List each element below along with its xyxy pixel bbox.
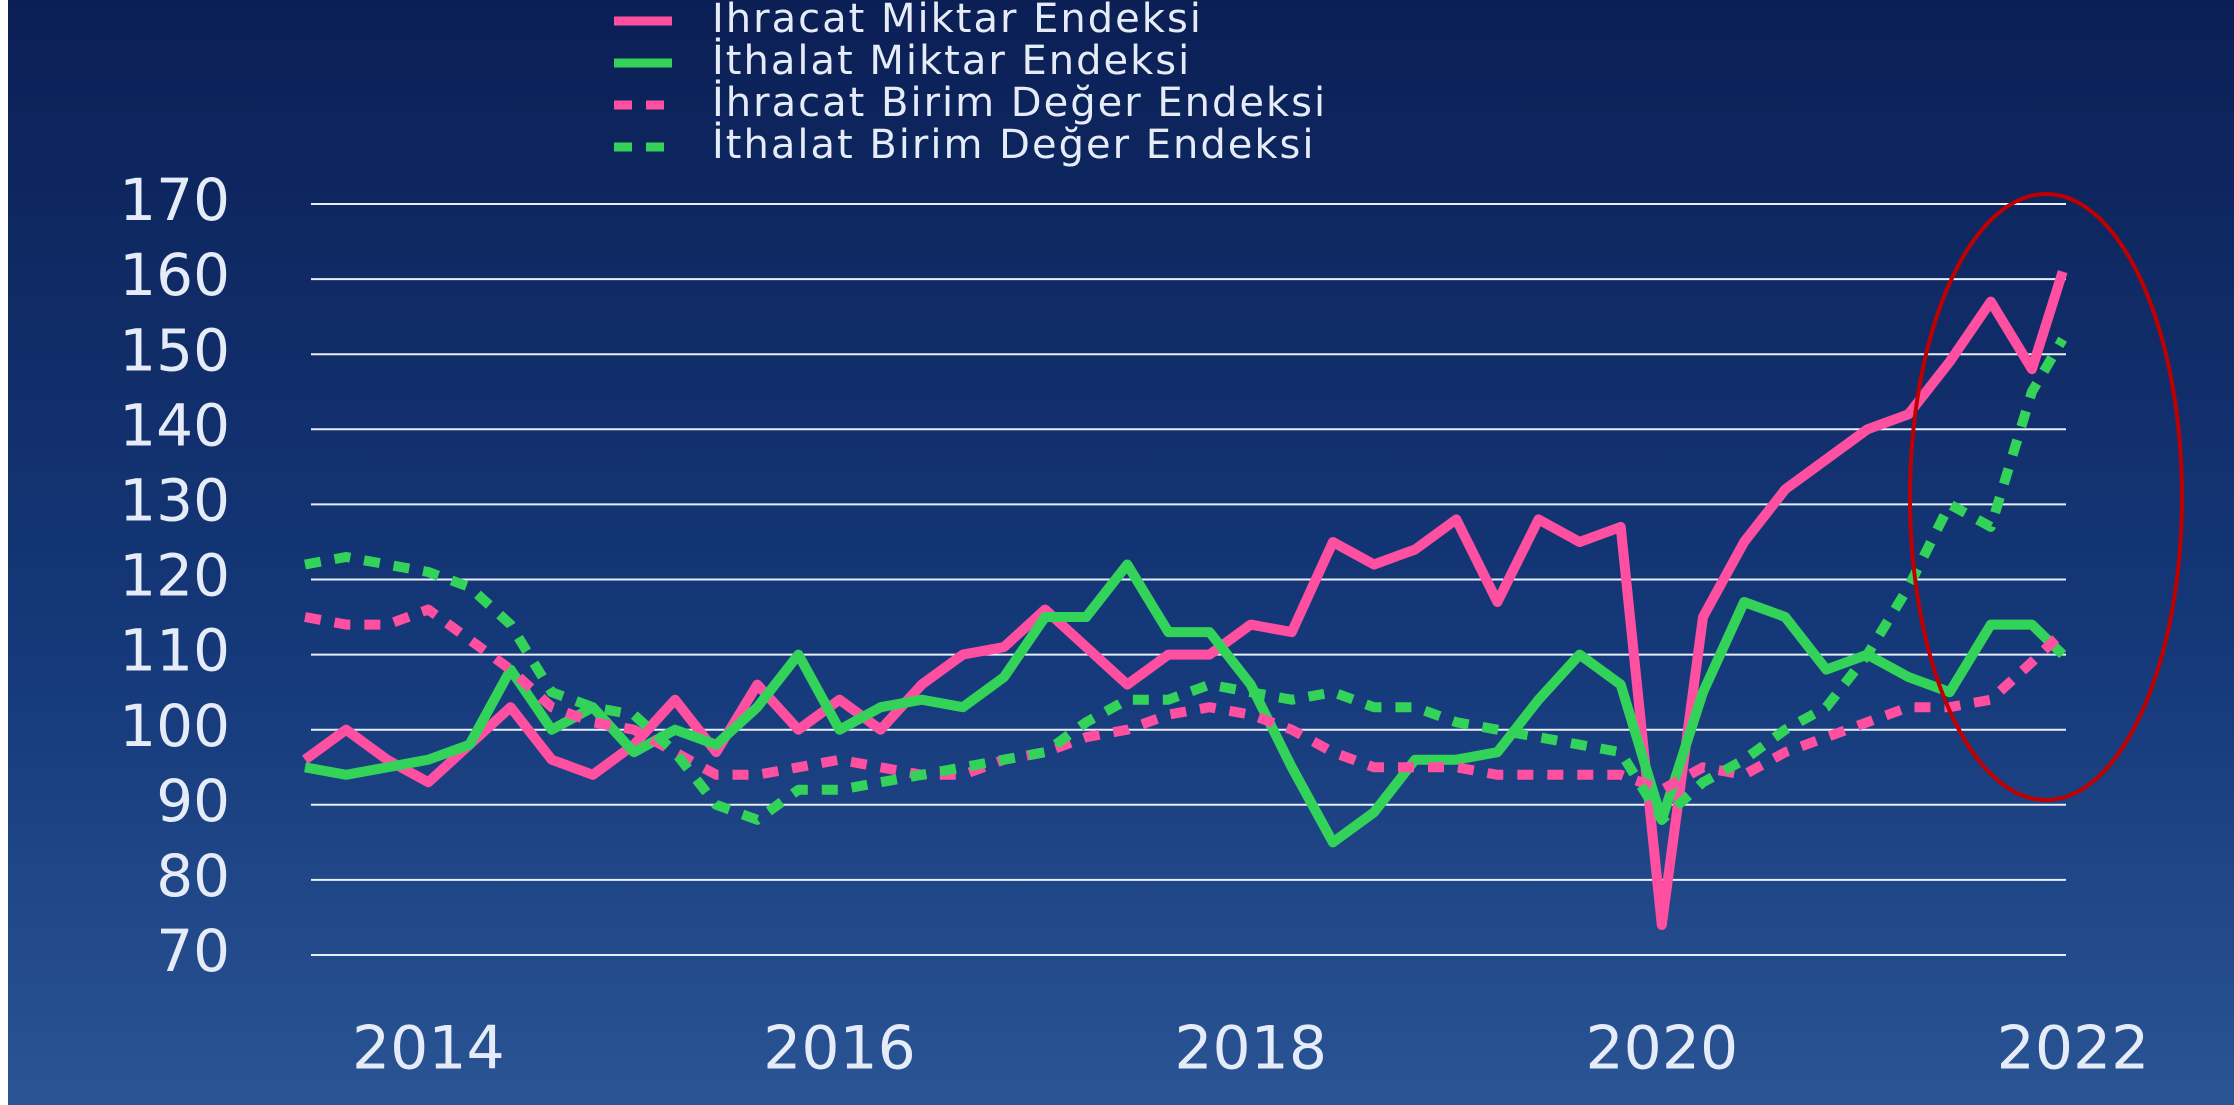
series-line <box>304 336 2068 825</box>
y-tick-label: 80 <box>156 842 230 910</box>
y-tick-label: 140 <box>119 391 230 459</box>
y-tick-label: 130 <box>119 467 230 535</box>
y-tick-label: 160 <box>119 241 230 309</box>
x-tick-label: 2020 <box>1585 1014 1738 1084</box>
x-tick-label: 2016 <box>763 1014 916 1084</box>
y-tick-label: 170 <box>119 166 230 234</box>
series-line <box>304 559 2067 848</box>
legend-label: İhracat Birim Değer Endeksi <box>712 78 1327 126</box>
highlight-ellipse <box>1908 192 2184 802</box>
x-tick-label: 2014 <box>352 1014 505 1084</box>
y-tick-label: 120 <box>119 542 230 610</box>
series-line <box>304 604 2067 795</box>
y-tick-label: 100 <box>119 692 230 760</box>
plot-area: 70 80 90 100 110 120 130 140 150 160 170 2014 2016 20… <box>119 0 2149 1084</box>
y-tick-label: 90 <box>156 767 230 835</box>
y-tick-label: 70 <box>156 917 230 985</box>
x-tick-label: 2018 <box>1174 1014 1327 1084</box>
y-tick-label: 110 <box>119 617 230 685</box>
y-tick-label: 150 <box>119 316 230 384</box>
x-tick-label: 2022 <box>1997 1014 2150 1084</box>
series-line <box>302 270 2068 930</box>
legend-label: İhracat Miktar Endeksi <box>712 0 1203 42</box>
legend-label: İthalat Birim Değer Endeksi <box>712 120 1315 168</box>
background <box>8 0 2234 1105</box>
legend-label: İthalat Miktar Endeksi <box>712 36 1191 84</box>
